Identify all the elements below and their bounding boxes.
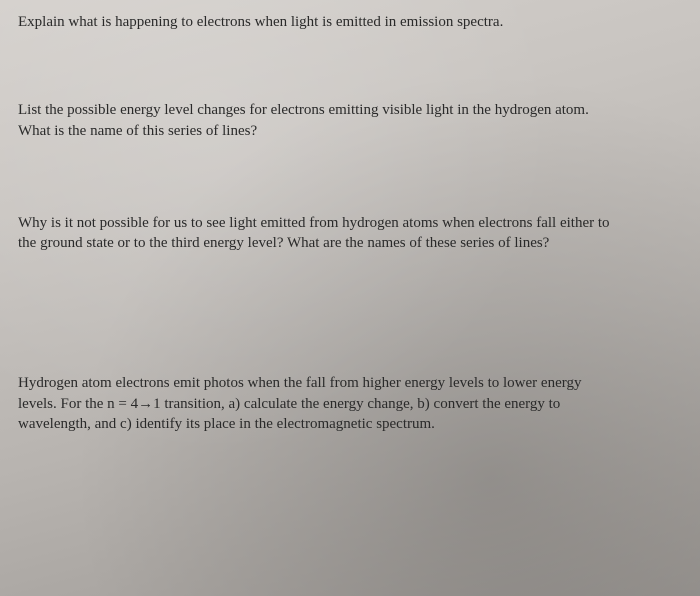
question-4-line-3: wavelength, and c) identify its place in…: [18, 414, 682, 434]
question-4-line-2: levels. For the n = 4→1 transition, a) c…: [18, 394, 682, 414]
question-4: Hydrogen atom electrons emit photos when…: [18, 373, 682, 434]
question-1: Explain what is happening to electrons w…: [18, 12, 682, 32]
question-4-line-1: Hydrogen atom electrons emit photos when…: [18, 373, 682, 393]
question-1-text: Explain what is happening to electrons w…: [18, 14, 503, 30]
question-3: Why is it not possible for us to see lig…: [18, 213, 682, 254]
question-3-line-1: Why is it not possible for us to see lig…: [18, 213, 682, 233]
question-2-line-2: What is the name of this series of lines…: [18, 121, 682, 141]
question-3-line-2: the ground state or to the third energy …: [18, 233, 682, 253]
question-2: List the possible energy level changes f…: [18, 100, 682, 141]
question-2-line-1: List the possible energy level changes f…: [18, 100, 682, 120]
